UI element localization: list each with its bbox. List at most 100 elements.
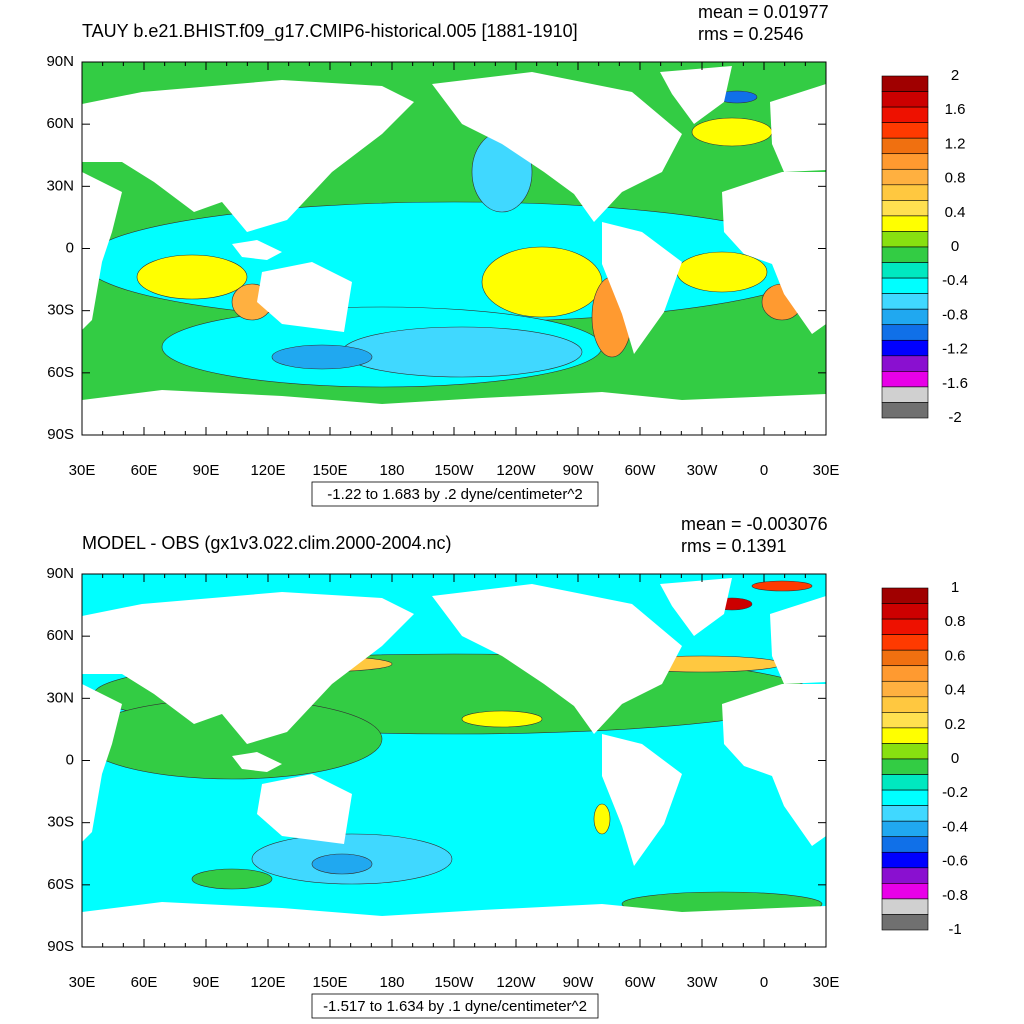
lon-label: 30W (687, 462, 719, 479)
lon-label: 90E (193, 974, 220, 991)
colorbar-box (881, 820, 929, 838)
land (82, 684, 122, 842)
lon-label: 90W (563, 462, 595, 479)
lon-label: 60W (625, 462, 657, 479)
land (432, 72, 682, 222)
colorbar-box (881, 308, 929, 326)
lat-label: 90N (46, 53, 74, 70)
lat-label: 60S (47, 876, 74, 893)
land (82, 592, 414, 744)
land (82, 80, 414, 232)
colorbar-box (881, 184, 929, 201)
colorbar-box (881, 402, 929, 419)
map-panel: TAUY b.e21.BHIST.f09_g17.CMIP6-historica… (46, 2, 968, 507)
land (722, 172, 826, 334)
colorbar-box (881, 371, 929, 388)
colorbar-label: -0.8 (942, 306, 968, 323)
colorbar-label: 0.8 (945, 613, 966, 630)
lat-label: 60N (46, 627, 74, 644)
lon-label: 0 (760, 974, 768, 991)
colorbar-box (881, 231, 929, 248)
lat-label: 90N (46, 565, 74, 582)
lat-label: 30S (47, 814, 74, 831)
land (82, 172, 122, 330)
land (257, 774, 352, 844)
lat-label: 30S (47, 302, 74, 319)
colorbar-box (881, 122, 929, 139)
colorbar-box (881, 587, 929, 604)
colorbar-box (881, 898, 929, 915)
map-field (82, 574, 826, 947)
contour-region (191, 868, 273, 890)
land (770, 596, 826, 684)
colorbar-box (881, 106, 929, 123)
colorbar-box (881, 696, 929, 713)
colorbar-box (881, 603, 929, 620)
lon-label: 180 (379, 974, 404, 991)
range-label: -1.517 to 1.634 by .1 dyne/centimeter^2 (323, 998, 587, 1015)
contour-region (676, 251, 768, 293)
colorbar-box (881, 262, 929, 279)
lon-label: 90W (563, 974, 595, 991)
colorbar-box (881, 758, 929, 775)
colorbar-label: 0.4 (945, 204, 966, 221)
lon-label: 120W (496, 462, 536, 479)
contour-region (593, 803, 611, 835)
colorbar-box (881, 386, 929, 403)
colorbar-box (881, 851, 929, 869)
colorbar-label: -1.2 (942, 341, 968, 358)
mean-label: mean = 0.01977 (698, 2, 829, 22)
colorbar-box (881, 805, 929, 822)
colorbar-box (881, 153, 929, 170)
colorbar-label: -2 (948, 409, 961, 426)
colorbar-box (881, 75, 929, 92)
lon-label: 180 (379, 462, 404, 479)
colorbar-label: -0.6 (942, 853, 968, 870)
land (257, 262, 352, 332)
lon-label: 30W (687, 974, 719, 991)
colorbar-box (881, 649, 929, 667)
lon-label: 30E (69, 462, 96, 479)
range-box (311, 993, 599, 1019)
lon-label: 60E (131, 974, 158, 991)
lon-label: 150E (312, 974, 347, 991)
lon-label: 150E (312, 462, 347, 479)
range-label: -1.22 to 1.683 by .2 dyne/centimeter^2 (327, 486, 583, 503)
contour-region (341, 326, 583, 378)
colorbar-label: 1.6 (945, 101, 966, 118)
colorbar-label: 0.4 (945, 682, 966, 699)
colorbar-box (881, 168, 929, 186)
lon-label: 150W (434, 974, 474, 991)
colorbar-label: 1 (951, 579, 959, 596)
colorbar-box (881, 339, 929, 357)
panel-title: TAUY b.e21.BHIST.f09_g17.CMIP6-historica… (82, 21, 578, 42)
colorbar-box (881, 836, 929, 853)
land (232, 240, 282, 260)
colorbar-box (881, 200, 929, 217)
colorbar-box (881, 215, 929, 232)
colorbar-label: -0.8 (942, 887, 968, 904)
colorbar-box (881, 324, 929, 341)
lat-label: 60N (46, 115, 74, 132)
contour-region (271, 344, 373, 370)
colorbar-box (881, 712, 929, 729)
land (602, 734, 682, 866)
colorbar-box (881, 277, 929, 294)
land (82, 390, 826, 435)
lat-label: 90S (47, 938, 74, 955)
lon-label: 120W (496, 974, 536, 991)
colorbar-box (881, 634, 929, 651)
lon-label: 30E (813, 462, 840, 479)
colorbar-label: -0.4 (942, 818, 968, 835)
colorbar-label: 0.8 (945, 170, 966, 187)
colorbar-box (881, 789, 929, 806)
colorbar-box (881, 914, 929, 931)
colorbar-box (881, 727, 929, 744)
land (660, 66, 732, 124)
lat-label: 0 (66, 239, 74, 256)
colorbar-box (881, 774, 929, 791)
colorbar-box (881, 246, 929, 263)
contour-region (311, 853, 373, 875)
land (722, 684, 826, 846)
